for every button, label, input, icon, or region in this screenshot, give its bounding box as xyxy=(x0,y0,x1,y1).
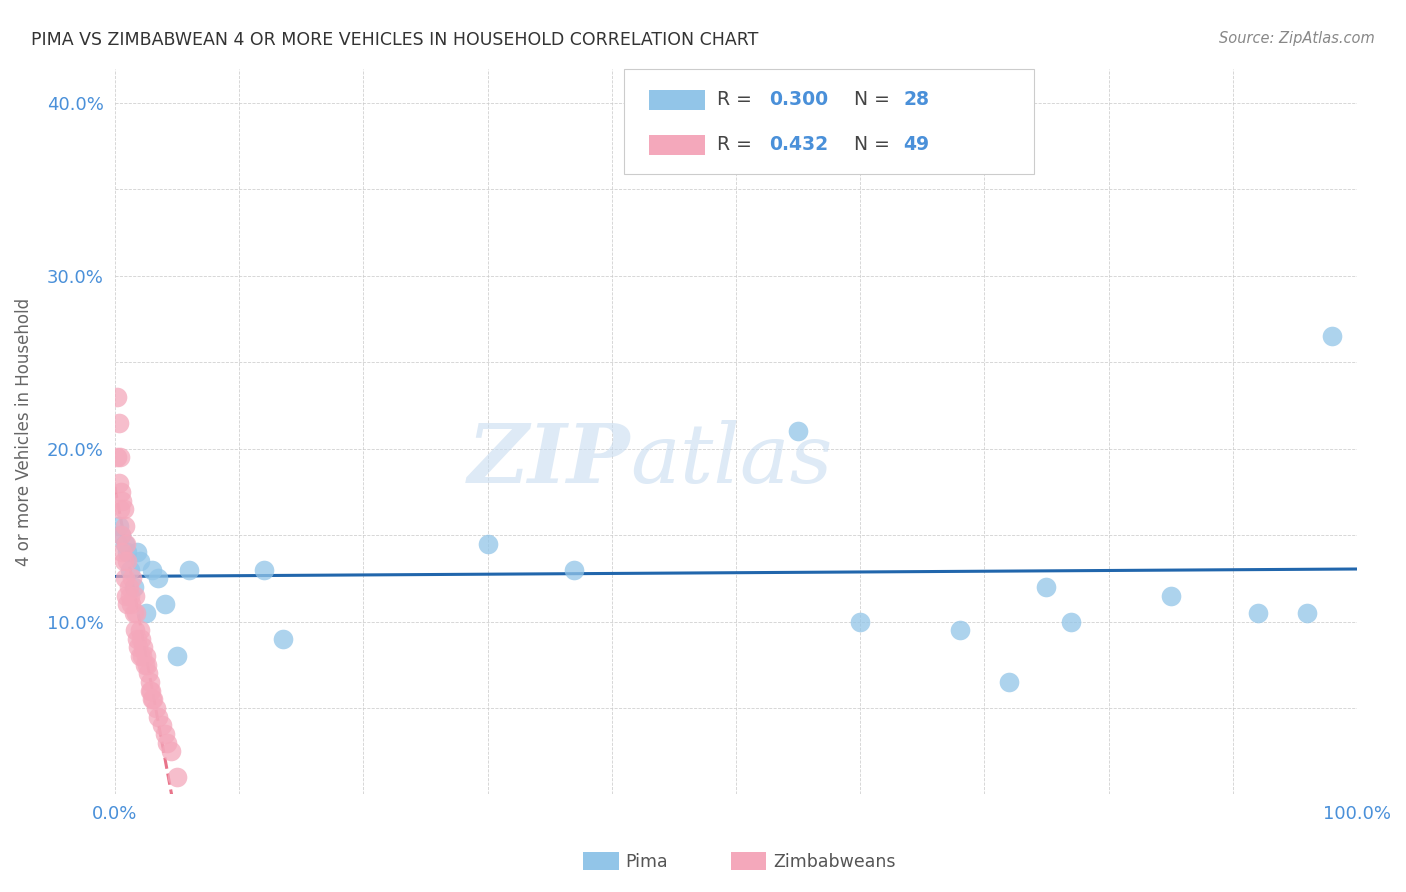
Point xyxy=(142,692,165,706)
Text: Source: ZipAtlas.com: Source: ZipAtlas.com xyxy=(1219,31,1375,46)
Point xyxy=(138,666,160,681)
Text: N =: N = xyxy=(842,136,896,154)
Point xyxy=(110,484,132,499)
Point xyxy=(138,683,160,698)
Point xyxy=(111,493,134,508)
Point xyxy=(118,589,141,603)
Point xyxy=(253,563,276,577)
Point xyxy=(115,589,138,603)
Point xyxy=(948,623,970,637)
Point xyxy=(128,649,150,664)
Point xyxy=(998,675,1021,690)
Point xyxy=(1035,580,1057,594)
Point xyxy=(148,571,170,585)
Point xyxy=(124,623,146,637)
Point xyxy=(118,563,141,577)
Point xyxy=(132,640,155,655)
Point xyxy=(128,623,150,637)
Text: R =: R = xyxy=(717,136,758,154)
Text: N =: N = xyxy=(842,90,896,109)
Point xyxy=(136,657,159,672)
Point xyxy=(112,554,135,568)
Point xyxy=(127,640,149,655)
Point xyxy=(112,502,135,516)
Point xyxy=(107,519,129,533)
Text: Pima: Pima xyxy=(626,853,668,871)
FancyBboxPatch shape xyxy=(624,69,1033,174)
Point xyxy=(153,727,176,741)
Point xyxy=(110,528,132,542)
Text: 0.432: 0.432 xyxy=(769,136,828,154)
Point xyxy=(153,597,176,611)
Point xyxy=(120,597,142,611)
Point xyxy=(114,537,136,551)
Point xyxy=(849,615,872,629)
Text: PIMA VS ZIMBABWEAN 4 OR MORE VEHICLES IN HOUSEHOLD CORRELATION CHART: PIMA VS ZIMBABWEAN 4 OR MORE VEHICLES IN… xyxy=(31,31,758,49)
Y-axis label: 4 or more Vehicles in Household: 4 or more Vehicles in Household xyxy=(15,297,32,566)
Text: 28: 28 xyxy=(904,90,929,109)
Point xyxy=(108,450,131,465)
Point xyxy=(129,632,152,646)
Point xyxy=(122,606,145,620)
Text: atlas: atlas xyxy=(630,420,832,500)
Point xyxy=(141,563,163,577)
Point xyxy=(1060,615,1083,629)
Point xyxy=(121,571,143,585)
Point xyxy=(156,735,179,749)
Text: 0.300: 0.300 xyxy=(769,90,828,109)
Point xyxy=(117,597,139,611)
Point xyxy=(787,425,810,439)
Point xyxy=(117,545,139,559)
Point xyxy=(131,649,153,664)
Text: ZIP: ZIP xyxy=(468,420,630,500)
Point xyxy=(115,537,138,551)
Point xyxy=(159,744,181,758)
Point xyxy=(150,718,173,732)
Point xyxy=(127,632,149,646)
Point xyxy=(166,649,188,664)
Point xyxy=(564,563,586,577)
Point xyxy=(135,649,157,664)
Point xyxy=(179,563,201,577)
Point xyxy=(139,683,162,698)
FancyBboxPatch shape xyxy=(650,135,704,155)
Point xyxy=(105,390,128,404)
Point xyxy=(111,545,134,559)
Point xyxy=(477,537,499,551)
Point xyxy=(135,606,157,620)
Point xyxy=(122,580,145,594)
Point xyxy=(1320,329,1343,343)
Point xyxy=(271,632,294,646)
Point xyxy=(138,675,160,690)
Point xyxy=(1296,606,1319,620)
Point xyxy=(134,657,156,672)
Text: 49: 49 xyxy=(904,136,929,154)
Text: R =: R = xyxy=(717,90,758,109)
FancyBboxPatch shape xyxy=(650,89,704,110)
Point xyxy=(107,476,129,491)
Point xyxy=(127,545,149,559)
Point xyxy=(141,692,163,706)
Point xyxy=(148,709,170,723)
Point xyxy=(114,571,136,585)
Point xyxy=(117,580,139,594)
Point xyxy=(125,606,148,620)
Point xyxy=(105,450,128,465)
Point xyxy=(1160,589,1182,603)
Point xyxy=(124,589,146,603)
Point xyxy=(110,528,132,542)
Point xyxy=(117,554,139,568)
Point xyxy=(114,519,136,533)
Point xyxy=(107,416,129,430)
Point xyxy=(145,701,167,715)
Text: Zimbabweans: Zimbabweans xyxy=(773,853,896,871)
Point xyxy=(1246,606,1268,620)
Point xyxy=(108,502,131,516)
Point xyxy=(128,554,150,568)
Point xyxy=(166,770,188,784)
